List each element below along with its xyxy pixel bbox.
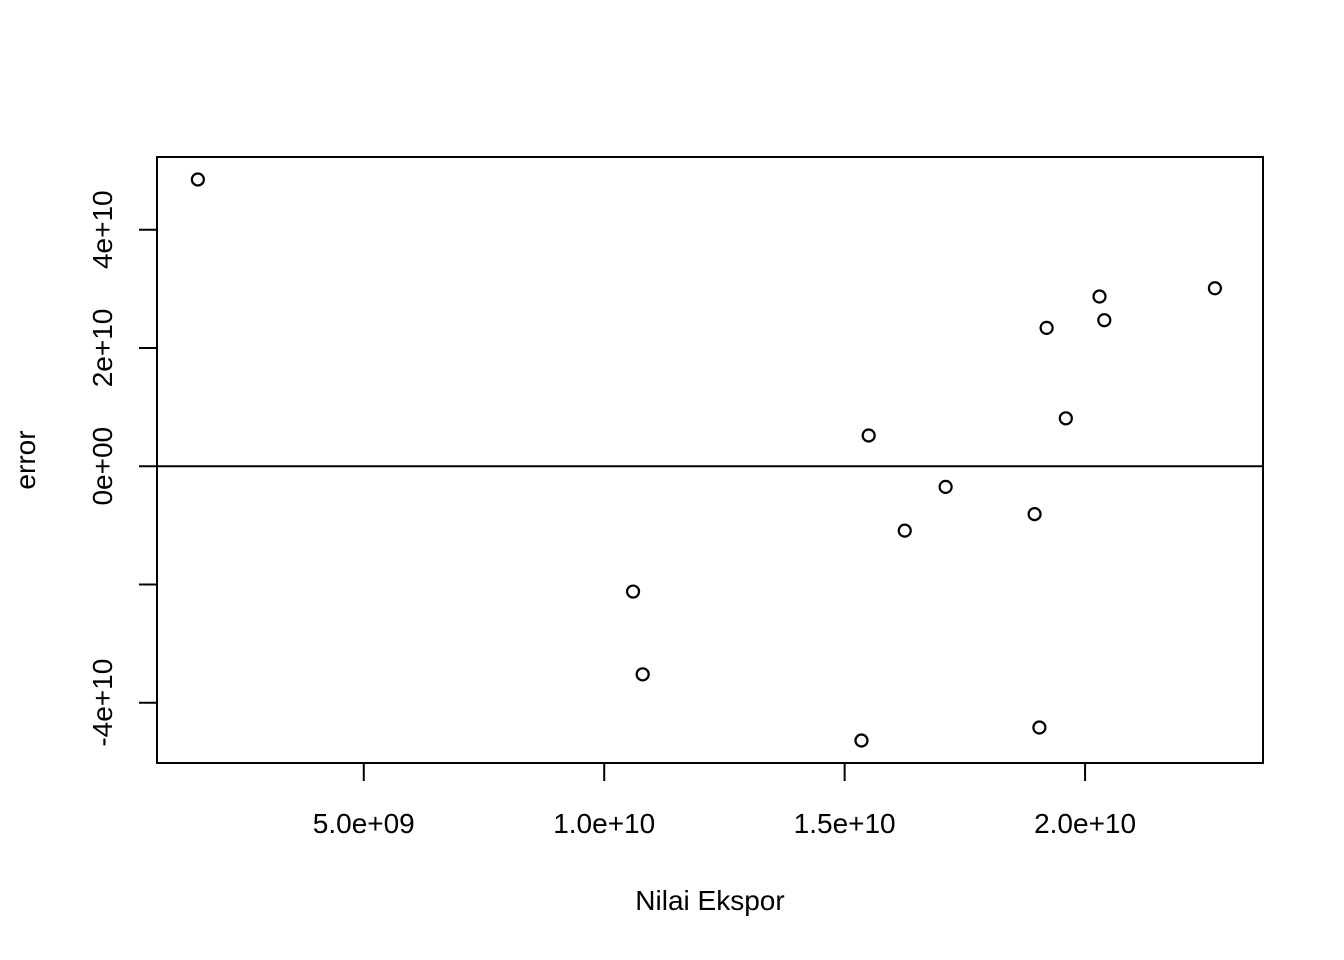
y-tick-label: -4e+10 — [87, 659, 118, 747]
data-point — [1092, 289, 1107, 304]
data-point — [1039, 320, 1054, 335]
data-point — [190, 172, 205, 187]
x-axis: 5.0e+09 1.0e+10 1.5e+10 2.0e+10 — [313, 762, 1136, 839]
points-layer — [190, 172, 1223, 748]
x-tick-label: 5.0e+09 — [313, 808, 415, 839]
y-axis: -4e+10 0e+00 2e+10 4e+10 — [87, 190, 158, 747]
data-point — [635, 667, 650, 682]
x-tick-label: 1.0e+10 — [553, 808, 655, 839]
x-axis-label: Nilai Ekspor — [635, 885, 784, 916]
y-tick-label: 2e+10 — [87, 309, 118, 388]
y-tick-label: 0e+00 — [87, 427, 118, 506]
data-point — [1032, 720, 1047, 735]
data-point — [938, 479, 953, 495]
data-point — [1027, 506, 1042, 522]
data-point — [1097, 313, 1112, 328]
x-tick-label: 2.0e+10 — [1034, 808, 1136, 839]
data-point — [625, 584, 641, 599]
y-axis-label: error — [10, 430, 41, 489]
x-tick-label: 1.5e+10 — [794, 808, 896, 839]
y-tick-label: 4e+10 — [87, 190, 118, 269]
data-point — [854, 733, 869, 748]
data-point — [1058, 411, 1073, 426]
data-point — [861, 428, 876, 443]
data-point — [1207, 281, 1223, 296]
data-point — [897, 523, 912, 538]
